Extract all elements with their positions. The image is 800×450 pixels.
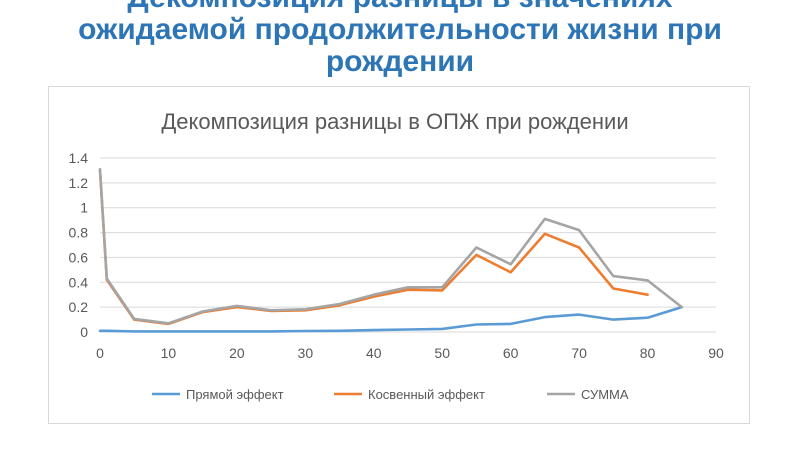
chart-legend: Прямой эффект Косвенный эффект СУММА	[152, 387, 629, 402]
x-tick-label: 60	[503, 345, 519, 361]
y-tick-label: 0.2	[69, 299, 89, 315]
chart-gridlines	[100, 157, 716, 333]
series-line-1	[98, 169, 649, 326]
y-tick-label: 0	[80, 324, 88, 340]
legend-label-1: Косвенный эффект	[368, 387, 485, 402]
x-axis-ticks: 0 10 20 30 40 50 60 70 80 90	[96, 345, 724, 361]
x-tick-label: 0	[96, 345, 104, 361]
series-line-2	[98, 167, 684, 325]
series-line-0	[98, 305, 684, 333]
chart-title: Декомпозиция разницы в ОПЖ при рождении	[161, 109, 628, 134]
slide-title-line-1: Декомпозиция разницы в значениях	[0, 0, 800, 14]
x-tick-label: 10	[161, 345, 177, 361]
x-tick-label: 40	[366, 345, 382, 361]
y-tick-label: 0.6	[69, 249, 89, 265]
slide-title: Декомпозиция разницы в значениях ожидаем…	[0, 0, 800, 78]
y-tick-label: 0.8	[69, 225, 89, 241]
x-tick-label: 90	[708, 345, 724, 361]
x-tick-label: 70	[571, 345, 587, 361]
chart-frame	[48, 86, 750, 424]
chart-series	[98, 167, 684, 333]
slide-title-line-3: рождении	[325, 45, 475, 78]
x-tick-label: 50	[434, 345, 450, 361]
y-axis-ticks: 0 0.2 0.4 0.6 0.8 1 1.2 1.4	[69, 150, 89, 340]
x-tick-label: 20	[229, 345, 245, 361]
y-tick-label: 1	[80, 200, 88, 216]
legend-label-2: СУММА	[581, 387, 629, 402]
y-tick-label: 0.4	[69, 274, 89, 290]
y-tick-label: 1.4	[69, 150, 89, 166]
x-tick-label: 80	[640, 345, 656, 361]
x-tick-label: 30	[298, 345, 314, 361]
legend-label-0: Прямой эффект	[186, 387, 284, 402]
slide-title-line-2: ожидаемой продолжительности жизни при	[78, 13, 722, 46]
y-tick-label: 1.2	[69, 175, 89, 191]
